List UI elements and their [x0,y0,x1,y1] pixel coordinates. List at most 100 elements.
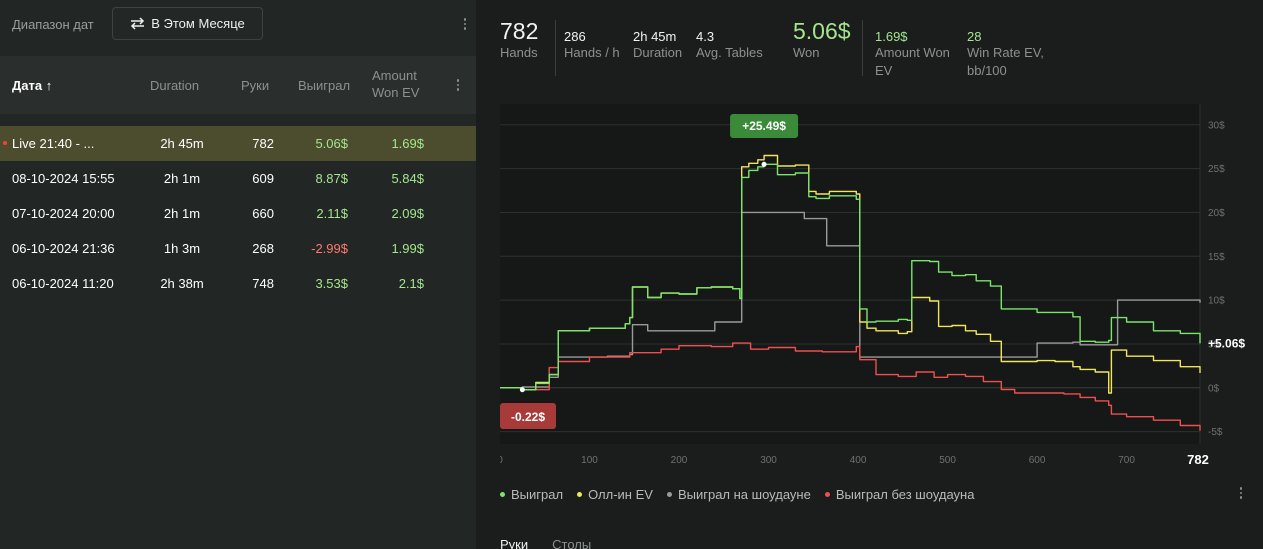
date-range-row: Диапазон дат В Этом Месяце [0,0,476,48]
column-header-duration[interactable]: Duration [150,78,200,93]
date-range-label: Диапазон дат [12,17,94,32]
x-tick-label: 700 [1118,455,1135,466]
columns-menu-icon[interactable] [451,76,465,94]
session-duration: 2h 38m [160,276,204,291]
x-tick-label: 200 [671,455,688,466]
stat-hands-per-hour-label: Hands / h [564,45,620,60]
tab-tables[interactable]: Столы [552,537,592,549]
y-tick-label: 5$ [1208,339,1220,350]
stat-won: 5.06$ Won [793,18,851,62]
column-header-hands[interactable]: Руки [241,78,270,93]
y-tick-label: 25$ [1208,164,1225,175]
stat-duration-value: 2h 45m [633,29,677,44]
session-amount-won-ev: 5.84$ [391,171,424,186]
legend-dot-icon [577,491,583,497]
legend-label: Выиграл на шоудауне [677,486,811,502]
tab-hands[interactable]: Руки [500,537,529,549]
session-duration: 1h 3m [163,241,201,256]
stat-hands-label: Hands [500,45,538,60]
session-hands: 609 [252,171,274,186]
max-label-bg [730,114,799,138]
legend-dot-icon [666,491,672,497]
stat-hands-per-hour-value: 286 [564,29,586,44]
legend-dot-icon [500,491,505,497]
session-row[interactable]: Live 21:40 - ... 2h 45m 782 5.06$ 1.69$ [0,126,476,161]
stat-amount-won-ev-value: 1.69$ [875,29,908,44]
y-tick-label: -5$ [1208,427,1223,438]
legend-item[interactable]: Выиграл [500,486,563,502]
date-range-button[interactable]: В Этом Месяце [112,7,263,40]
min-point-marker [519,387,525,393]
y-tick-label: 10$ [1208,296,1225,307]
sessions-panel: Диапазон дат В Этом Месяце Дата ↑ Durati… [0,0,476,549]
plot-area [500,104,1200,444]
session-hands: 268 [252,241,274,256]
min-label: -0.22$ [511,410,545,424]
stat-win-rate-ev-value: 28 [967,29,982,44]
stat-hands-per-hour: 286 Hands / h [564,29,620,62]
legend-item[interactable]: Олл-ин EV [577,486,653,502]
panel-menu-icon[interactable] [458,15,472,33]
session-duration: 2h 1m [163,206,201,221]
legend-item[interactable]: Выиграл без шоудауна [824,486,975,502]
session-row[interactable]: 08-10-2024 15:55 2h 1m 609 8.87$ 5.84$ [0,161,476,196]
column-header-won[interactable]: Выиграл [298,78,351,93]
legend-label: Выиграл [511,486,564,502]
session-date: Live 21:40 - ... [12,136,95,151]
stat-win-rate-ev-label: Win Rate EV, bb/100 [967,45,1044,78]
column-header-amount-won-ev[interactable]: Amount Won EV [372,68,420,100]
session-date: 06-10-2024 21:36 [12,241,115,256]
session-date: 08-10-2024 15:55 [12,171,115,186]
session-hands: 660 [252,206,274,221]
legend-label: Выиграл без шоудауна [835,486,975,502]
session-won: 8.87$ [315,171,348,186]
session-won: 3.53$ [315,276,348,291]
column-header-date[interactable]: Дата ↑ [12,78,53,93]
max-point-marker [761,161,767,167]
y-tick-label: 20$ [1208,208,1225,219]
session-date: 07-10-2024 20:00 [12,206,115,221]
x-tick-label: 600 [1029,455,1046,466]
min-label-bg [500,403,556,429]
session-won: -2.99$ [311,241,348,256]
max-label: +25.49$ [742,119,786,133]
x-end-label: 782 [1187,452,1209,467]
stat-avg-tables-value: 4.3 [696,29,715,44]
x-tick-label: 500 [939,455,956,466]
session-amount-won-ev: 2.09$ [391,206,424,221]
session-duration: 2h 45m [160,136,204,151]
profit-chart[interactable]: 30$ 25$ 20$ 15$ 10$ 5$ 0$ -5$ 0 100 200 300 400 500 60… [500,104,1263,474]
legend-dot-icon [824,491,830,497]
session-hands: 748 [252,276,274,291]
session-amount-won-ev: 2.1$ [398,276,424,291]
y-tick-label: 15$ [1208,252,1225,263]
x-tick-label: 300 [760,455,777,466]
stat-won-value: 5.06$ [793,18,851,44]
series-line-won [500,163,1201,391]
session-won: 5.06$ [315,136,348,151]
stat-hands-value: 782 [500,18,539,44]
session-row[interactable]: 06-10-2024 21:36 1h 3m 268 -2.99$ 1.99$ [0,231,476,266]
detail-tabs: Руки Столы [500,537,591,549]
stat-duration: 2h 45m Duration [633,29,682,62]
session-row[interactable]: 06-10-2024 11:20 2h 38m 748 3.53$ 2.1$ [0,266,476,301]
end-value-label: +5.06$ [1208,336,1245,350]
legend-item[interactable]: Выиграл на шоудауне [666,486,811,502]
live-indicator-icon [3,141,7,145]
stat-hands: 782 Hands [500,18,538,62]
session-duration: 2h 1m [163,171,201,186]
series-line-non-showdown [500,342,1201,431]
session-details-panel: 782 Hands 286 Hands / h 2h 45m Duration … [476,0,1263,549]
legend-label: Олл-ин EV [588,486,653,502]
session-row[interactable]: 07-10-2024 20:00 2h 1m 660 2.11$ 2.09$ [0,196,476,231]
chart-legend: Выиграл Олл-ин EV Выиграл на шоудауне Выигр… [500,486,974,502]
stat-won-label: Won [793,45,820,60]
y-tick-label: 30$ [1208,120,1225,131]
swap-arrows-icon [131,17,145,30]
x-tick-label: 400 [850,455,867,466]
y-tick-label: 0$ [1208,383,1220,394]
stat-avg-tables-label: Avg. Tables [696,45,763,60]
chart-menu-icon[interactable] [1234,484,1248,502]
stat-win-rate-ev: 28 Win Rate EV, bb/100 [967,29,1047,80]
